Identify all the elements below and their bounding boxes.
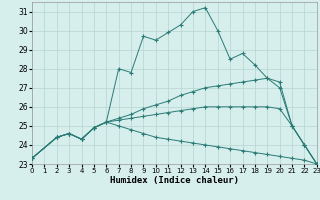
- X-axis label: Humidex (Indice chaleur): Humidex (Indice chaleur): [110, 176, 239, 185]
